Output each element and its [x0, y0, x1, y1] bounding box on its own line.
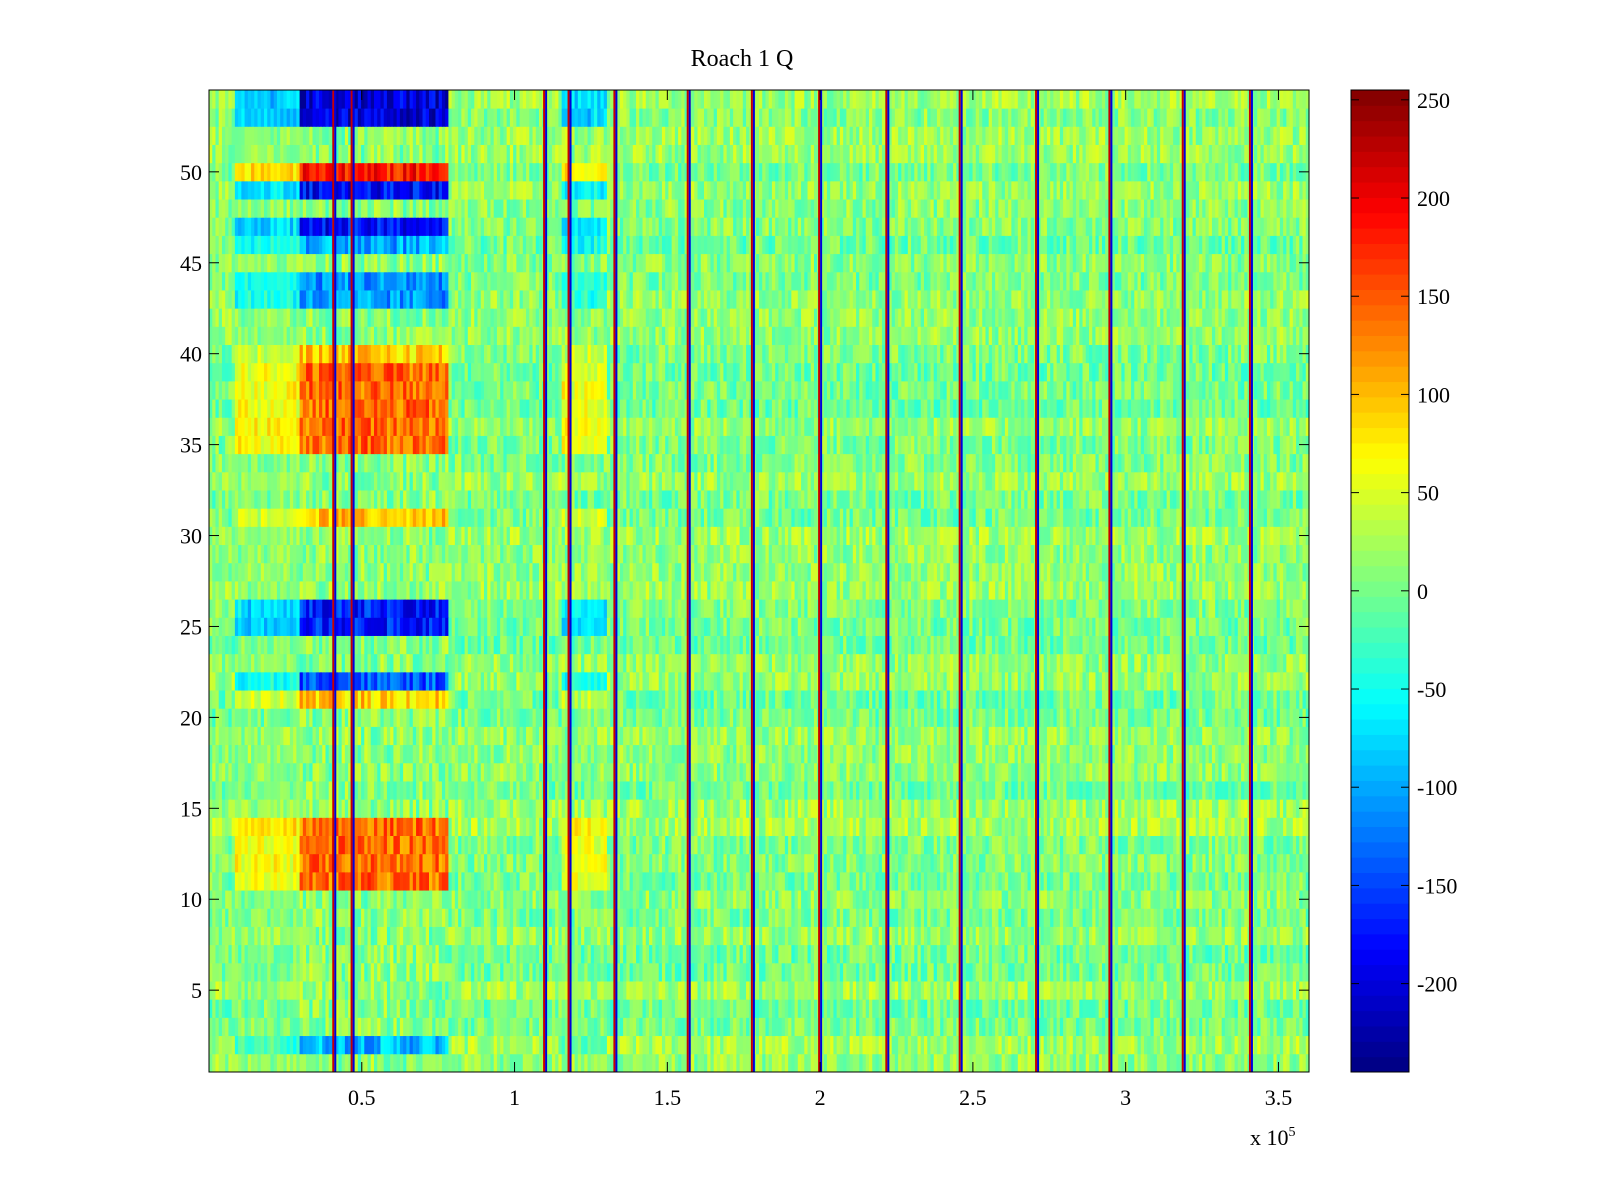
- heatmap-plot-area: [209, 90, 1310, 1072]
- chart-title: Roach 1 Q: [691, 46, 794, 72]
